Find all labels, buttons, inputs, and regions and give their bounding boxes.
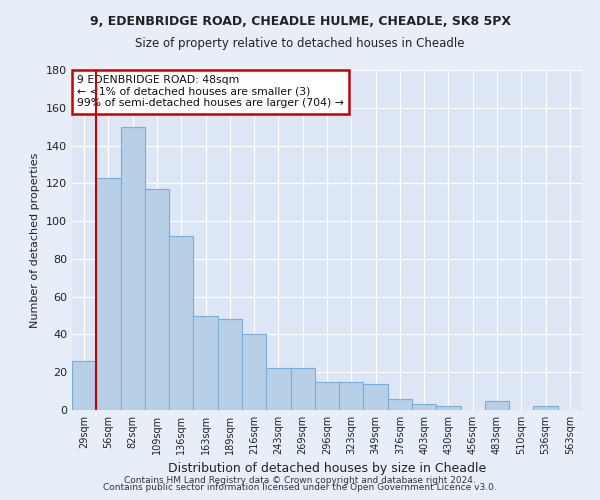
Bar xyxy=(436,406,461,410)
Bar xyxy=(339,382,364,410)
Bar xyxy=(145,189,169,410)
Text: 9, EDENBRIDGE ROAD, CHEADLE HULME, CHEADLE, SK8 5PX: 9, EDENBRIDGE ROAD, CHEADLE HULME, CHEAD… xyxy=(89,15,511,28)
Bar xyxy=(218,320,242,410)
Bar xyxy=(96,178,121,410)
Text: Contains public sector information licensed under the Open Government Licence v3: Contains public sector information licen… xyxy=(103,484,497,492)
Bar xyxy=(388,398,412,410)
Bar xyxy=(193,316,218,410)
Bar xyxy=(242,334,266,410)
X-axis label: Distribution of detached houses by size in Cheadle: Distribution of detached houses by size … xyxy=(168,462,486,475)
Bar xyxy=(169,236,193,410)
Bar xyxy=(315,382,339,410)
Text: Size of property relative to detached houses in Cheadle: Size of property relative to detached ho… xyxy=(135,38,465,51)
Bar xyxy=(485,400,509,410)
Bar xyxy=(266,368,290,410)
Bar xyxy=(72,361,96,410)
Y-axis label: Number of detached properties: Number of detached properties xyxy=(31,152,40,328)
Text: Contains HM Land Registry data © Crown copyright and database right 2024.: Contains HM Land Registry data © Crown c… xyxy=(124,476,476,485)
Bar xyxy=(364,384,388,410)
Bar xyxy=(121,126,145,410)
Bar xyxy=(412,404,436,410)
Text: 9 EDENBRIDGE ROAD: 48sqm
← <1% of detached houses are smaller (3)
99% of semi-de: 9 EDENBRIDGE ROAD: 48sqm ← <1% of detach… xyxy=(77,75,344,108)
Bar xyxy=(290,368,315,410)
Bar xyxy=(533,406,558,410)
